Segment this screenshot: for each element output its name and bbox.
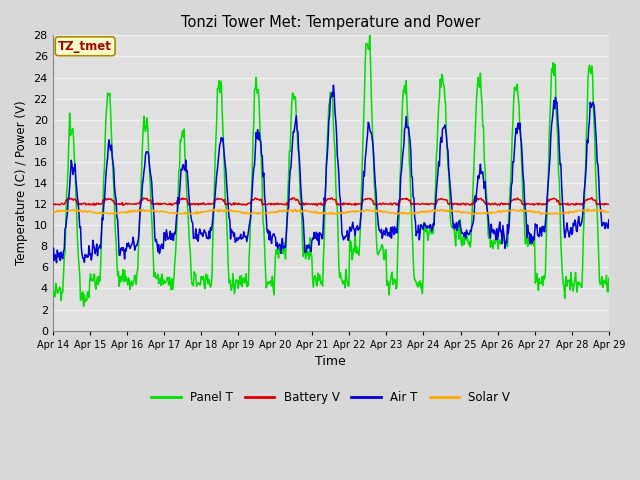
Line: Panel T: Panel T — [52, 33, 609, 306]
Panel T — [203, 277, 211, 283]
X-axis label: Time: Time — [316, 355, 346, 368]
Air T — [203, 235, 211, 241]
Battery V — [116, 201, 124, 207]
Air T — [330, 83, 337, 88]
Solar V — [59, 208, 67, 214]
Panel T — [605, 276, 612, 281]
Solar V — [291, 206, 299, 212]
Battery V — [314, 203, 321, 208]
Solar V — [605, 209, 612, 215]
Battery V — [399, 196, 407, 202]
Panel T — [173, 214, 181, 219]
Panel T — [400, 87, 408, 93]
Line: Battery V: Battery V — [52, 198, 609, 205]
Air T — [117, 246, 125, 252]
Solar V — [470, 212, 478, 217]
Air T — [173, 209, 181, 215]
Battery V — [59, 201, 67, 207]
Line: Air T: Air T — [52, 85, 609, 263]
Battery V — [49, 201, 56, 207]
Line: Solar V: Solar V — [52, 209, 609, 215]
Text: TZ_tmet: TZ_tmet — [58, 40, 112, 53]
Panel T — [366, 30, 374, 36]
Solar V — [399, 210, 407, 216]
Solar V — [49, 209, 56, 215]
Panel T — [416, 278, 424, 284]
Air T — [52, 260, 60, 265]
Battery V — [588, 195, 596, 201]
Panel T — [117, 279, 125, 285]
Battery V — [173, 201, 180, 207]
Solar V — [173, 210, 180, 216]
Title: Tonzi Tower Met: Temperature and Power: Tonzi Tower Met: Temperature and Power — [181, 15, 481, 30]
Solar V — [415, 209, 423, 215]
Air T — [400, 143, 408, 148]
Air T — [605, 217, 612, 223]
Battery V — [415, 202, 423, 207]
Air T — [60, 249, 67, 254]
Solar V — [116, 209, 124, 215]
Panel T — [59, 289, 67, 295]
Panel T — [49, 292, 56, 298]
Air T — [416, 230, 424, 236]
Legend: Panel T, Battery V, Air T, Solar V: Panel T, Battery V, Air T, Solar V — [147, 387, 515, 409]
Panel T — [80, 303, 88, 309]
Y-axis label: Temperature (C) / Power (V): Temperature (C) / Power (V) — [15, 101, 28, 265]
Air T — [49, 257, 56, 263]
Solar V — [202, 209, 210, 215]
Battery V — [202, 202, 210, 207]
Battery V — [605, 202, 612, 207]
